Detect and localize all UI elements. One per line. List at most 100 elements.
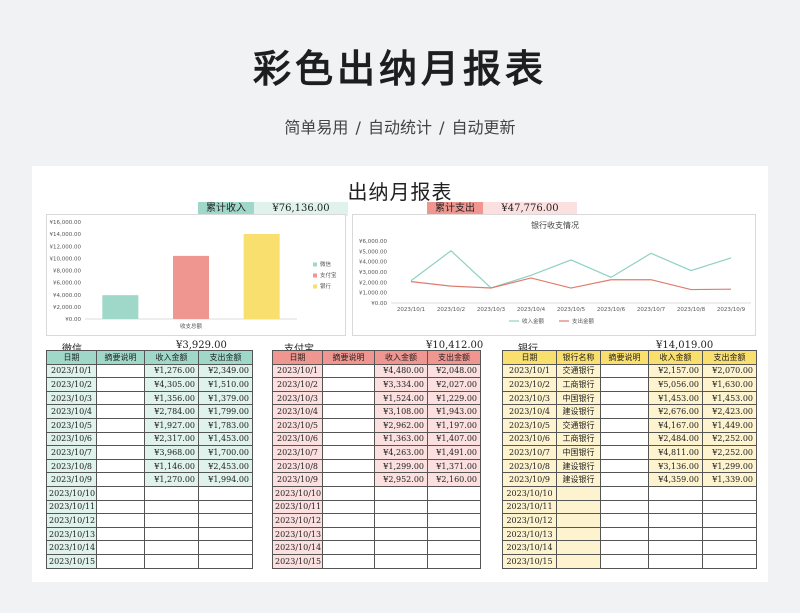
table-row: 2023/10/12: [502, 513, 757, 528]
legend-swatch: [313, 284, 317, 289]
table-row: 2023/10/11: [272, 499, 481, 515]
table-row: 2023/10/8 建设银行 ¥3,136.00 ¥1,299.00: [502, 458, 757, 474]
table-row: 2023/10/9 ¥1,270.00 ¥1,994.00: [46, 472, 253, 487]
table-cell: ¥1,799.00: [198, 404, 253, 419]
table-cell: ¥2,252.00: [702, 431, 757, 447]
table-row: 2023/10/14: [272, 540, 481, 555]
bar: [243, 234, 280, 319]
column-header: 支出金额: [427, 350, 481, 365]
table-cell: 2023/10/15: [502, 553, 557, 569]
table-cell: [96, 445, 145, 460]
table-cell: [322, 377, 375, 392]
table-cell: ¥1,197.00: [427, 417, 481, 433]
x-tick-label: 2023/10/9: [717, 307, 746, 313]
x-tick-label: 2023/10/8: [677, 307, 706, 313]
table-cell: [600, 472, 649, 487]
table-cell: ¥1,449.00: [702, 417, 757, 433]
table-cell: ¥1,270.00: [144, 472, 199, 487]
table-cell: 2023/10/1: [46, 363, 97, 379]
table-cell: ¥3,334.00: [374, 377, 428, 392]
table-cell: [427, 540, 481, 555]
bar-chart-panel: ¥0.00 ¥2,000.00 ¥4,000.00 ¥6,000.00 ¥8,000.0…: [46, 214, 346, 336]
y-tick-label: ¥10,000.00: [50, 256, 82, 262]
table-row: 2023/10/8 ¥1,146.00 ¥2,453.00: [46, 458, 253, 474]
table-header-row: 日期 银行名称 摘要说明 收入金额 支出金额: [502, 350, 757, 365]
table-cell: ¥1,783.00: [198, 417, 253, 433]
table-cell: [556, 553, 601, 569]
table-cell: [600, 404, 649, 419]
table-cell: 建设银行: [556, 404, 601, 419]
table-cell: ¥2,784.00: [144, 404, 199, 419]
table-cell: 2023/10/8: [502, 458, 557, 474]
table-cell: [322, 404, 375, 419]
table-row: 2023/10/10: [46, 485, 253, 501]
table-cell: [96, 499, 145, 515]
table-cell: ¥1,276.00: [144, 363, 199, 379]
table-cell: 2023/10/15: [46, 553, 97, 569]
table-cell: ¥1,453.00: [648, 390, 703, 406]
table-cell: [374, 526, 428, 542]
alipay-table: 日期 摘要说明 收入金额 支出金额 2023/10/1 ¥4,480.00 ¥2,048.0…: [272, 350, 481, 569]
table-cell: ¥1,356.00: [144, 390, 199, 406]
table-cell: [96, 513, 145, 528]
column-header: 摘要说明: [322, 350, 375, 365]
bank-caption: 银行: [518, 344, 538, 355]
column-header: 日期: [46, 350, 97, 365]
table-cell: [144, 526, 199, 542]
table-cell: 2023/10/5: [502, 417, 557, 433]
table-cell: [96, 526, 145, 542]
table-row: 2023/10/6 ¥1,363.00 ¥1,407.00: [272, 431, 481, 447]
table-cell: [322, 417, 375, 433]
table-cell: ¥1,229.00: [427, 390, 481, 406]
table-cell: [648, 513, 703, 528]
table-cell: [96, 540, 145, 555]
table-cell: ¥2,484.00: [648, 431, 703, 447]
table-cell: [427, 526, 481, 542]
table-cell: 2023/10/7: [272, 445, 323, 460]
table-cell: ¥2,423.00: [702, 404, 757, 419]
table-cell: ¥4,167.00: [648, 417, 703, 433]
table-row: 2023/10/14: [502, 540, 757, 555]
table-row: 2023/10/9 建设银行 ¥4,359.00 ¥1,339.00: [502, 472, 757, 487]
table-cell: 2023/10/4: [46, 404, 97, 419]
table-row: 2023/10/5 ¥1,927.00 ¥1,783.00: [46, 417, 253, 433]
table-cell: [374, 485, 428, 501]
table-cell: 2023/10/4: [502, 404, 557, 419]
table-cell: [322, 390, 375, 406]
chart-title: 银行收支情况: [531, 220, 579, 230]
table-header-row: 日期 摘要说明 收入金额 支出金额: [272, 350, 481, 365]
table-row: 2023/10/7 中国银行 ¥4,811.00 ¥2,252.00: [502, 445, 757, 460]
table-cell: 2023/10/3: [502, 390, 557, 406]
x-tick-label: 2023/10/7: [637, 307, 666, 313]
table-cell: 2023/10/15: [272, 553, 323, 569]
table-cell: [322, 526, 375, 542]
table-cell: 2023/10/1: [502, 363, 557, 379]
table-row: 2023/10/9 ¥2,952.00 ¥2,160.00: [272, 472, 481, 487]
table-row: 2023/10/4 建设银行 ¥2,676.00 ¥2,423.00: [502, 404, 757, 419]
table-row: 2023/10/1 交通银行 ¥2,157.00 ¥2,070.00: [502, 363, 757, 379]
table-cell: [322, 472, 375, 487]
y-tick-label: ¥4,000.00: [359, 260, 387, 266]
table-cell: 2023/10/14: [46, 540, 97, 555]
table-cell: 中国银行: [556, 390, 601, 406]
table-cell: 2023/10/13: [502, 526, 557, 542]
table-cell: [648, 499, 703, 515]
table-cell: 2023/10/10: [46, 485, 97, 501]
legend-label: 支出金额: [572, 317, 595, 325]
table-cell: ¥1,927.00: [144, 417, 199, 433]
table-cell: [556, 485, 601, 501]
table-cell: [427, 499, 481, 515]
table-cell: [600, 417, 649, 433]
table-cell: [648, 526, 703, 542]
table-cell: [198, 526, 253, 542]
table-cell: 建设银行: [556, 472, 601, 487]
table-cell: ¥1,379.00: [198, 390, 253, 406]
table-cell: ¥3,108.00: [374, 404, 428, 419]
expense-label: 累计支出: [427, 202, 483, 216]
table-cell: [427, 485, 481, 501]
table-cell: [600, 540, 649, 555]
column-header: 摘要说明: [96, 350, 145, 365]
table-cell: [556, 513, 601, 528]
table-row: 2023/10/3 ¥1,524.00 ¥1,229.00: [272, 390, 481, 406]
table-cell: ¥2,453.00: [198, 458, 253, 474]
